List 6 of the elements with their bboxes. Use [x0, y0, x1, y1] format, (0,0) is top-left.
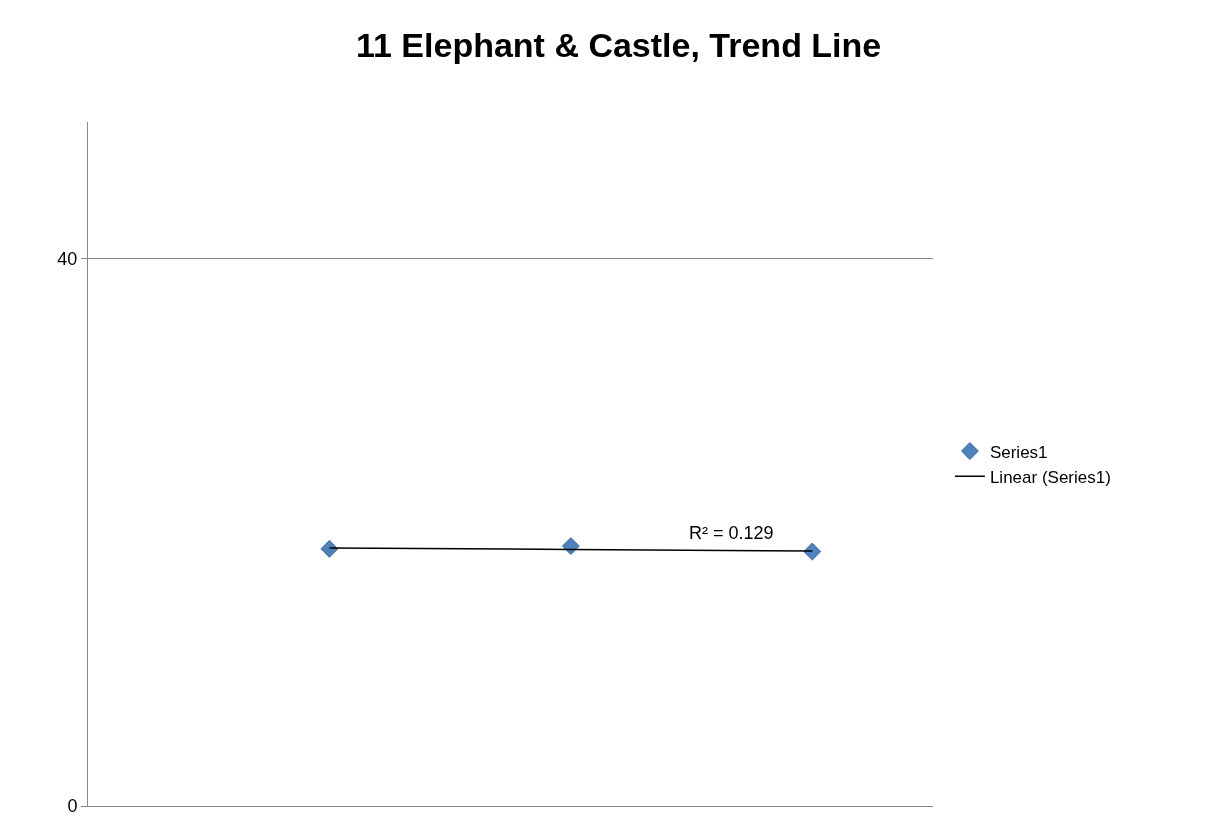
y-tick-label: 0: [67, 796, 78, 817]
legend-label: Linear (Series1): [989, 467, 1111, 487]
chart-title: 11 Elephant & Castle, Trend Line: [355, 25, 882, 64]
y-tick-label: 40: [57, 249, 78, 270]
annotation: R² = 0.129: [689, 523, 774, 543]
legend-label: Series1: [989, 442, 1048, 462]
